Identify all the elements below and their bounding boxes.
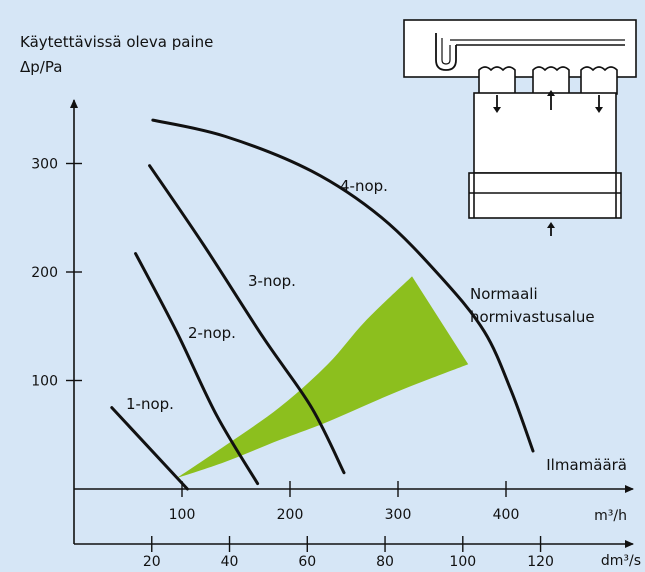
x-unit-secondary: dm³/s [601,553,641,569]
normal-flue-resistance-band [176,276,469,479]
y-ticks: 100 200 300 [31,157,82,390]
x2-tick-label-100: 100 [449,554,476,570]
x2-tick-label-20: 20 [143,554,161,570]
x-ticks-primary: 100 200 300 400 [169,481,520,523]
y-tick-label-100: 100 [31,374,58,390]
x-tick-label-300: 300 [385,507,412,523]
x2-tick-label-40: 40 [221,554,239,570]
speed-curves [110,118,535,491]
y-tick-label-200: 200 [31,265,58,281]
curve-4-speed [151,118,535,453]
x-ticks-secondary: 20 40 60 80 100 120 [143,536,554,570]
x-tick-label-100: 100 [169,507,196,523]
x2-tick-label-80: 80 [376,554,394,570]
curve-label-1: 1-nop. [126,395,174,413]
airflow-arrows-icon [493,90,603,236]
band-label-line1: Normaali [470,285,538,303]
curve-label-3: 3-nop. [248,272,296,290]
x2-tick-label-60: 60 [298,554,316,570]
x-tick-label-200: 200 [277,507,304,523]
x-axis-label: Ilmamäärä [546,456,627,474]
band-label-line2: hormivastusalue [470,308,595,326]
x-tick-label-400: 400 [493,507,520,523]
y-axis-label-line2: Δp/Pa [20,58,62,76]
x2-tick-label-120: 120 [527,554,554,570]
curve-2-speed [134,252,260,486]
curve-1-speed [110,406,189,491]
x-unit-primary: m³/h [594,508,627,524]
curve-3-speed [148,164,346,475]
curve-label-2: 2-nop. [188,324,236,342]
y-axis-label-line1: Käytettävissä oleva paine [20,33,213,51]
curve-label-4: 4-nop. [340,177,388,195]
y-tick-label-300: 300 [31,157,58,173]
ventilation-unit-illustration [403,19,637,219]
